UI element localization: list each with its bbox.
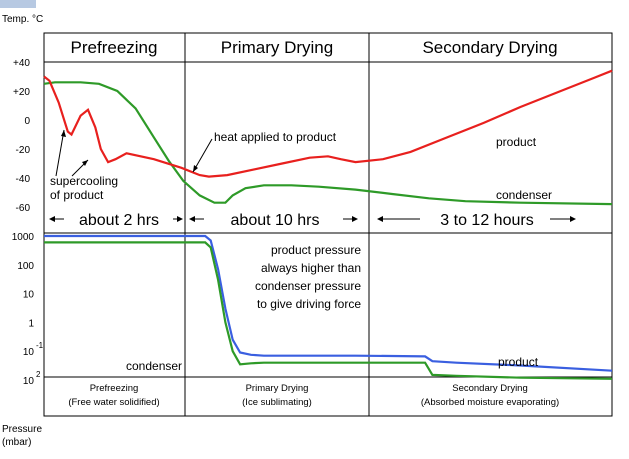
pressure-tick-label: 10 <box>23 290 35 301</box>
pressure-tick-label: 10 <box>23 376 35 387</box>
phase-header-primary: Primary Drying <box>221 38 333 57</box>
product-pressure-label: product <box>498 355 539 369</box>
temp-tick-label: -20 <box>16 145 31 156</box>
duration-secondary: 3 to 12 hours <box>440 212 533 229</box>
pressure-tick-exponent: 2 <box>36 370 41 379</box>
pressure-note-1: product pressure <box>271 243 361 257</box>
pressure-axis-label-line1: Pressure <box>2 424 42 435</box>
pressure-tick-label: 100 <box>17 261 34 272</box>
product-temp-label: product <box>496 135 537 149</box>
pressure-tick-label: 1 <box>28 318 34 329</box>
pressure-note-4: to give driving force <box>257 297 361 311</box>
pressure-tick-label: 1000 <box>12 232 35 243</box>
pressure-tick-label: 10 <box>23 347 35 358</box>
condenser-temp-label: condenser <box>496 188 552 202</box>
heat-arrow <box>192 138 213 173</box>
temp-axis-label: Temp. °C <box>2 14 43 25</box>
footer-prefreezing-2: (Free water solidified) <box>68 397 159 408</box>
product-temp-line <box>43 69 613 178</box>
pressure-tick-exponent: -1 <box>36 341 44 350</box>
temp-tick-label: -40 <box>16 174 31 185</box>
supercooling-label-2: of product <box>50 188 104 202</box>
temp-tick-label: 0 <box>24 116 30 127</box>
temp-tick-label: -60 <box>16 203 31 214</box>
pressure-note-3: condenser pressure <box>255 279 361 293</box>
supercooling-arrowhead-2 <box>82 160 88 166</box>
phase-header-prefreezing: Prefreezing <box>71 38 158 57</box>
pressure-note-2: always higher than <box>261 261 361 275</box>
corner-tab <box>0 0 36 8</box>
condenser-temp-line <box>43 81 613 206</box>
supercooling-arrow-1 <box>55 129 65 177</box>
temp-tick-label: +20 <box>13 87 30 98</box>
footer-secondary-1: Secondary Drying <box>452 383 528 394</box>
product-pressure-line <box>44 234 613 372</box>
temp-ticks: +40 +20 0 -20 -40 -60 <box>13 58 30 214</box>
pressure-axis-label-line2: (mbar) <box>2 437 31 448</box>
supercooling-label-1: supercooling <box>50 174 118 188</box>
footer-primary-2: (Ice sublimating) <box>242 397 312 408</box>
heat-arrowhead <box>193 165 198 172</box>
condenser-pressure-line <box>44 241 613 380</box>
footer-secondary-2: (Absorbed moisture evaporating) <box>421 397 559 408</box>
duration-prefreezing: about 2 hrs <box>79 212 159 229</box>
footer-prefreezing-1: Prefreezing <box>90 383 139 394</box>
footer-primary-1: Primary Drying <box>246 383 309 394</box>
heat-annotation: heat applied to product <box>214 130 337 144</box>
duration-row: about 2 hrs about 10 hrs 3 to 12 hours <box>49 212 576 229</box>
phase-header-secondary: Secondary Drying <box>422 38 557 57</box>
temp-tick-label: +40 <box>13 58 30 69</box>
duration-primary: about 10 hrs <box>231 212 320 229</box>
condenser-pressure-label: condenser <box>126 359 182 373</box>
supercooling-arrowhead-1 <box>61 130 66 137</box>
